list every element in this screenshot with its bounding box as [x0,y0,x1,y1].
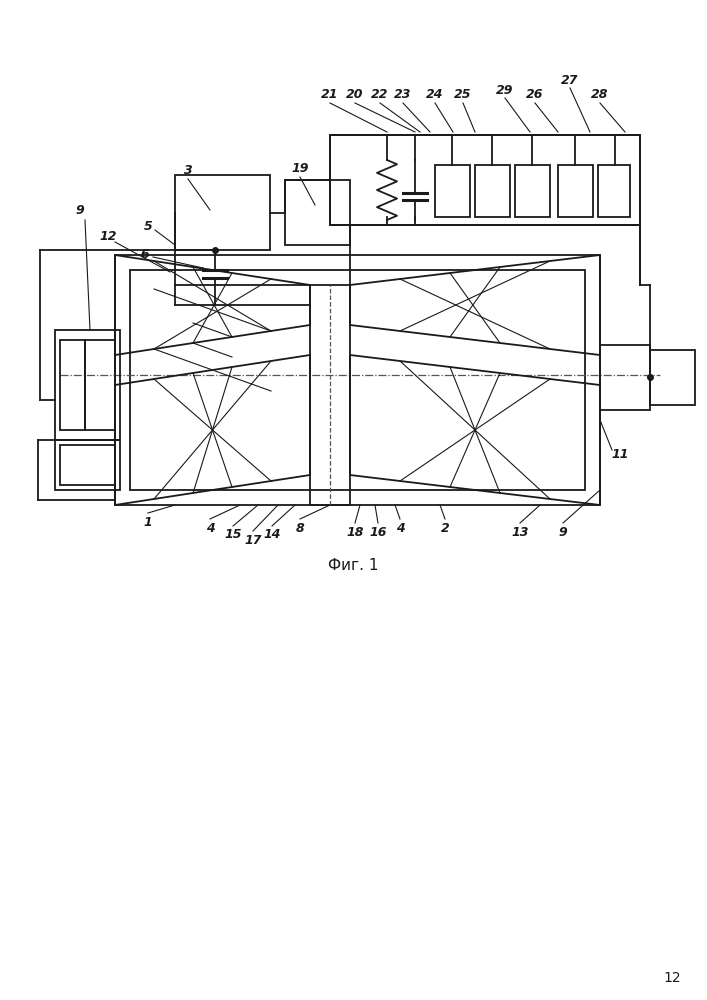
Bar [55,440,120,490]
Text: 6: 6 [141,248,149,261]
Bar [310,285,350,505]
Text: 12: 12 [663,971,681,985]
Bar [60,340,85,430]
Bar [285,180,350,245]
Text: 9: 9 [559,526,568,538]
Text: 24: 24 [426,89,444,102]
Text: 12: 12 [99,230,117,242]
Bar [330,135,640,225]
Text: 21: 21 [321,89,339,102]
Text: 26: 26 [526,89,544,102]
Text: 1: 1 [144,516,153,528]
Text: 17: 17 [244,534,262,546]
Text: 23: 23 [395,89,411,102]
Text: 19: 19 [291,161,309,174]
Text: 14: 14 [263,528,281,542]
Text: Фиг. 1: Фиг. 1 [328,558,378,572]
Bar [115,255,600,505]
Text: 25: 25 [455,89,472,102]
Text: 5: 5 [144,221,153,233]
Text: 9: 9 [76,204,84,217]
Text: 4: 4 [396,522,404,534]
Bar [175,175,270,250]
Text: 4: 4 [206,522,214,534]
Text: 15: 15 [224,528,242,542]
Bar [598,165,630,217]
Bar [515,165,550,217]
Bar [435,165,470,217]
Bar [650,350,695,405]
Text: 18: 18 [346,526,363,538]
Text: 20: 20 [346,89,363,102]
Text: 3: 3 [184,163,192,176]
Text: 22: 22 [371,89,389,102]
Bar [558,165,593,217]
Text: 16: 16 [369,526,387,538]
Bar [55,330,120,440]
Text: 13: 13 [511,526,529,538]
Text: 11: 11 [612,448,629,462]
Bar [130,270,585,490]
Text: 27: 27 [561,74,579,87]
Text: 8: 8 [296,522,305,534]
Bar [600,345,650,410]
Bar [85,340,115,430]
Text: 29: 29 [496,84,514,97]
Text: 2: 2 [440,522,450,534]
Bar [475,165,510,217]
Bar [60,445,115,485]
Text: 28: 28 [591,89,609,102]
